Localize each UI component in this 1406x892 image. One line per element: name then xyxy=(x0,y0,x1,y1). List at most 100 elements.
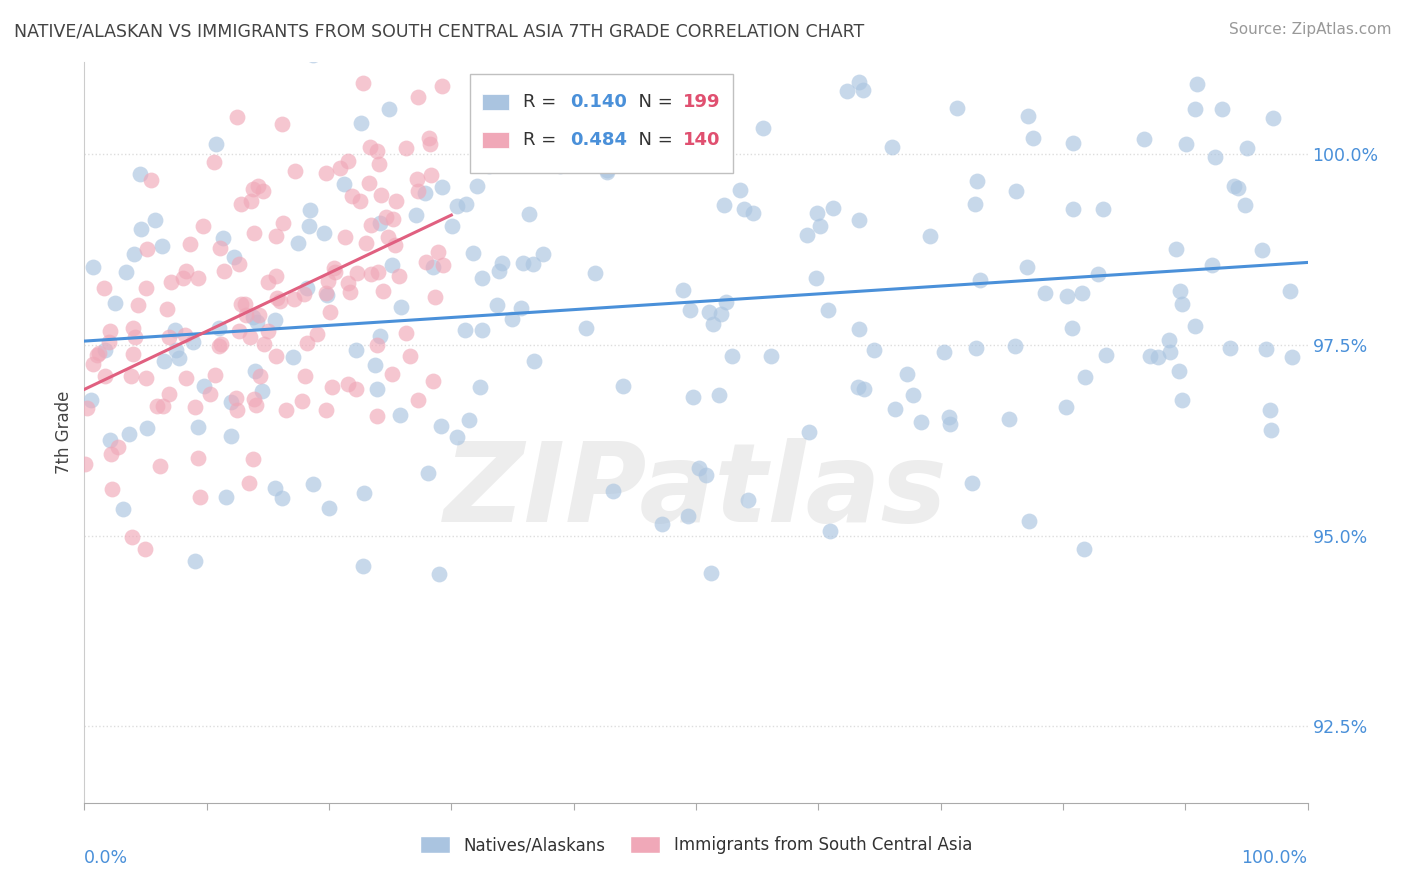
Point xyxy=(253,337,276,351)
Point xyxy=(695,468,717,483)
Point xyxy=(269,293,291,308)
Point xyxy=(271,117,294,131)
Point xyxy=(419,137,441,152)
Point xyxy=(357,176,380,190)
Point xyxy=(155,302,177,317)
Point xyxy=(427,244,450,259)
Point xyxy=(737,492,759,507)
Point xyxy=(457,413,479,427)
Point xyxy=(337,377,360,392)
Text: R =: R = xyxy=(523,131,562,149)
Point xyxy=(678,509,700,524)
Point xyxy=(135,243,157,257)
Point xyxy=(89,345,111,359)
Point xyxy=(193,378,215,392)
Point xyxy=(231,297,253,311)
Point xyxy=(257,324,280,338)
Point xyxy=(416,466,439,480)
Point xyxy=(297,336,319,351)
Point xyxy=(1167,364,1189,378)
Text: N =: N = xyxy=(627,93,679,111)
Point xyxy=(228,257,250,271)
Point xyxy=(204,368,226,382)
Point xyxy=(307,327,329,342)
Point xyxy=(266,350,288,364)
Point xyxy=(939,417,962,432)
Point xyxy=(367,265,389,279)
Point xyxy=(150,239,173,253)
Point xyxy=(366,338,388,352)
Point xyxy=(1250,244,1272,258)
Text: 199: 199 xyxy=(682,93,720,111)
FancyBboxPatch shape xyxy=(482,94,509,110)
Point xyxy=(1261,111,1284,125)
Point xyxy=(432,258,454,272)
Point xyxy=(1017,260,1039,274)
Point xyxy=(284,163,307,178)
Point xyxy=(179,237,201,252)
Point xyxy=(1201,258,1223,272)
Point xyxy=(135,281,157,295)
Point xyxy=(1018,514,1040,528)
Point xyxy=(157,386,180,401)
Point xyxy=(742,205,765,219)
Point xyxy=(384,238,406,252)
Point xyxy=(344,343,367,358)
Point xyxy=(1170,284,1192,298)
Point xyxy=(413,186,436,201)
Point xyxy=(366,382,388,396)
Point xyxy=(243,226,266,240)
Point xyxy=(491,255,513,269)
Point xyxy=(243,392,266,406)
Point xyxy=(752,120,775,135)
Point xyxy=(249,368,271,383)
Point xyxy=(200,386,222,401)
Point xyxy=(360,267,382,281)
Point xyxy=(360,218,382,232)
Point xyxy=(1234,198,1257,212)
Text: ZIPatlas: ZIPatlas xyxy=(444,438,948,545)
Point xyxy=(1211,103,1233,117)
Point xyxy=(80,392,103,407)
Point xyxy=(229,197,252,211)
Point xyxy=(174,371,197,385)
Point xyxy=(329,161,352,176)
Point xyxy=(709,307,731,321)
Point xyxy=(298,219,321,233)
Point xyxy=(548,160,571,174)
Point xyxy=(1279,284,1302,298)
Point xyxy=(301,476,323,491)
Point xyxy=(205,136,228,151)
Point xyxy=(346,266,368,280)
Point xyxy=(1095,349,1118,363)
Point xyxy=(821,201,844,215)
Point xyxy=(1004,339,1026,353)
Point xyxy=(202,154,225,169)
Point xyxy=(946,101,969,115)
Point xyxy=(965,197,987,211)
Point xyxy=(1185,77,1208,91)
Point xyxy=(531,246,554,260)
Point xyxy=(73,457,96,471)
Point xyxy=(1062,136,1084,150)
Point xyxy=(1281,351,1303,365)
Point xyxy=(707,388,730,402)
Point xyxy=(1222,178,1244,193)
Point xyxy=(315,403,337,417)
Point xyxy=(1062,202,1084,216)
Point xyxy=(163,323,186,337)
Point xyxy=(381,258,404,272)
Text: 0.0%: 0.0% xyxy=(84,848,128,867)
Point xyxy=(486,298,509,312)
Point xyxy=(239,194,262,208)
Point xyxy=(264,228,287,243)
Point xyxy=(287,235,309,250)
Point xyxy=(405,208,427,222)
Point xyxy=(406,184,429,198)
Point xyxy=(225,391,247,405)
Point xyxy=(901,388,924,402)
Point xyxy=(281,350,304,364)
Point xyxy=(395,141,418,155)
Point xyxy=(420,168,443,182)
Y-axis label: 7th Grade: 7th Grade xyxy=(55,391,73,475)
